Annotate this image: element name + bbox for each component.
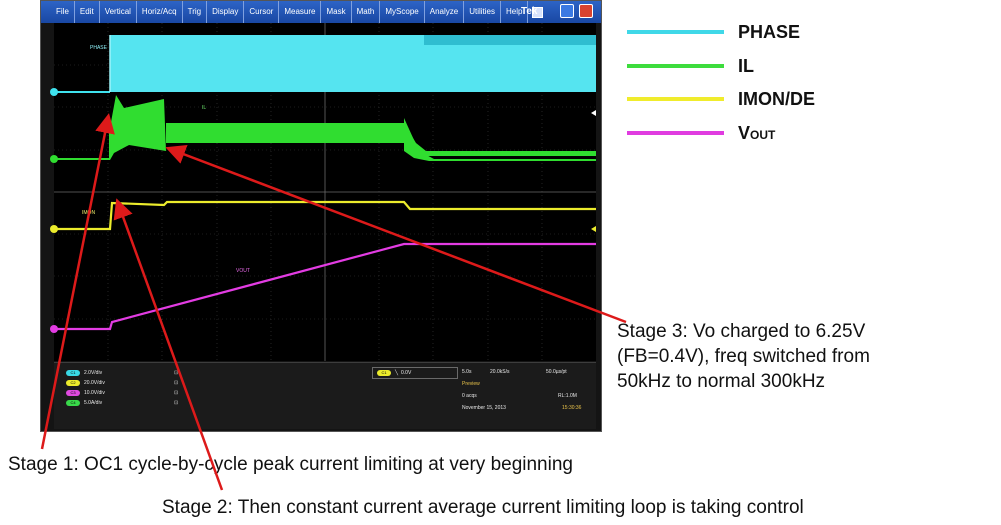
stage-1-arrow: [40, 113, 115, 450]
menu-myscope[interactable]: MyScope: [380, 1, 425, 23]
channel-3-marker[interactable]: [50, 325, 58, 333]
legend-swatch: [627, 64, 724, 68]
legend-swatch: [627, 131, 724, 135]
channel-scale: 2.0V/div: [84, 369, 103, 376]
help-icon[interactable]: [532, 6, 544, 18]
status-panel: C1 2.0V/div ⊡ C2 20.0V/div ⊡ C3 10.0V/di…: [54, 362, 596, 429]
stage-3-arrow: [165, 144, 627, 324]
legend-swatch: [627, 30, 724, 34]
menu-mask[interactable]: Mask: [321, 1, 352, 23]
acquisition-readout[interactable]: 5.0s 20.0kS/s 50.0µs/pt Preview 0 acqs R…: [462, 365, 592, 425]
channel-chip: C4: [66, 399, 80, 406]
trigger-level: 0.0V: [401, 370, 412, 376]
legend-label: IL: [738, 55, 754, 76]
menu-trig[interactable]: Trig: [183, 1, 208, 23]
stage-2-arrow: [113, 198, 224, 491]
menu-utilities[interactable]: Utilities: [464, 1, 501, 23]
acquisition-mode: Preview: [462, 381, 480, 387]
brand-logo: Tek: [521, 6, 538, 17]
vout-trace: [54, 242, 596, 331]
stage-3-line-3: 50kHz to normal 300kHz: [617, 371, 826, 392]
phase-trace-label: PHASE: [90, 45, 108, 51]
channel-chip: C2: [66, 379, 80, 386]
stage-3-line-2: (FB=0.4V), freq switched from: [617, 346, 870, 367]
legend-label: IMON/DE: [738, 88, 816, 109]
sample-rate: 20.0kS/s: [490, 369, 510, 375]
time-per-div: 5.0s: [462, 369, 472, 375]
menu-cursor[interactable]: Cursor: [244, 1, 280, 23]
date: November 15, 2013: [462, 405, 506, 411]
legend-phase: PHASE: [627, 14, 800, 50]
close-button[interactable]: [579, 4, 593, 18]
stage-2-annotation: Stage 2: Then constant current average c…: [162, 497, 804, 518]
menu-vertical[interactable]: Vertical: [100, 1, 137, 23]
legend-vout-main: V: [738, 122, 751, 143]
channel-chip: C1: [66, 369, 80, 376]
menu-analyze[interactable]: Analyze: [425, 1, 465, 23]
stage-3-line-1: Stage 3: Vo charged to 6.25V: [617, 321, 866, 342]
channel-2-marker[interactable]: [50, 225, 58, 233]
time: 15:30:36: [562, 405, 582, 411]
phase-trace: [54, 35, 596, 93]
menu-bar: File Edit Vertical Horiz/Acq Trig Displa…: [41, 1, 601, 23]
il-trace: [54, 95, 596, 161]
bandwidth-icon: ⊡: [174, 399, 179, 406]
menu-edit[interactable]: Edit: [75, 1, 100, 23]
menu-items: File Edit Vertical Horiz/Acq Trig Displa…: [51, 1, 529, 23]
menu-math[interactable]: Math: [352, 1, 381, 23]
channel-scale: 5.0A/div: [84, 399, 103, 406]
record-length: RL:1.0M: [558, 393, 577, 399]
bandwidth-icon: ⊡: [174, 389, 179, 396]
acquisition-count: 0 acqs: [462, 393, 477, 399]
channel-scale: 20.0V/div: [84, 379, 105, 386]
legend-vout: VOUT: [627, 115, 775, 151]
oscilloscope-window: File Edit Vertical Horiz/Acq Trig Displa…: [40, 0, 602, 432]
trigger-level-marker[interactable]: [591, 226, 596, 232]
il-trace-label: IL: [202, 105, 206, 111]
imon-trace: [54, 200, 596, 231]
channel-scale: 10.0V/div: [84, 389, 105, 396]
menu-display[interactable]: Display: [207, 1, 245, 23]
legend-swatch: [627, 97, 724, 101]
minimize-button[interactable]: [560, 4, 574, 18]
legend-vout-subscript: OUT: [750, 127, 776, 142]
stage-1-annotation: Stage 1: OC1 cycle-by-cycle peak current…: [8, 454, 573, 475]
menu-measure[interactable]: Measure: [279, 1, 322, 23]
trigger-slope-icon: ╲: [395, 370, 399, 376]
legend-imon: IMON/DE: [627, 81, 815, 117]
reference-marker[interactable]: [591, 110, 596, 116]
bandwidth-icon: ⊡: [174, 379, 179, 386]
channel-chip: C3: [66, 389, 80, 396]
trigger-chip: C1: [377, 370, 391, 376]
resolution: 50.0µs/pt: [546, 369, 567, 375]
legend-label: VOUT: [738, 123, 775, 144]
menu-horiz-acq[interactable]: Horiz/Acq: [137, 1, 183, 23]
channel-4-marker[interactable]: [50, 155, 58, 163]
channel-1-marker[interactable]: [50, 88, 58, 96]
channel-1-readout[interactable]: C1 2.0V/div ⊡: [66, 368, 178, 377]
channel-2-readout[interactable]: C2 20.0V/div ⊡: [66, 378, 178, 387]
trigger-readout[interactable]: C1 ╲ 0.0V: [372, 367, 458, 379]
legend-il: IL: [627, 48, 754, 84]
channel-4-readout[interactable]: C4 5.0A/div ⊡: [66, 398, 178, 407]
bandwidth-icon: ⊡: [174, 369, 179, 376]
stage-3-annotation: Stage 3: Vo charged to 6.25V (FB=0.4V), …: [617, 319, 870, 394]
legend-label: PHASE: [738, 21, 801, 42]
channel-markers: [50, 88, 58, 333]
menu-file[interactable]: File: [51, 1, 75, 23]
menu-help[interactable]: Help: [501, 1, 529, 23]
vout-trace-label: VOUT: [236, 268, 250, 274]
channel-3-readout[interactable]: C3 10.0V/div ⊡: [66, 388, 178, 397]
waveform-display: PHASE IL IMON VOUT: [54, 23, 596, 361]
